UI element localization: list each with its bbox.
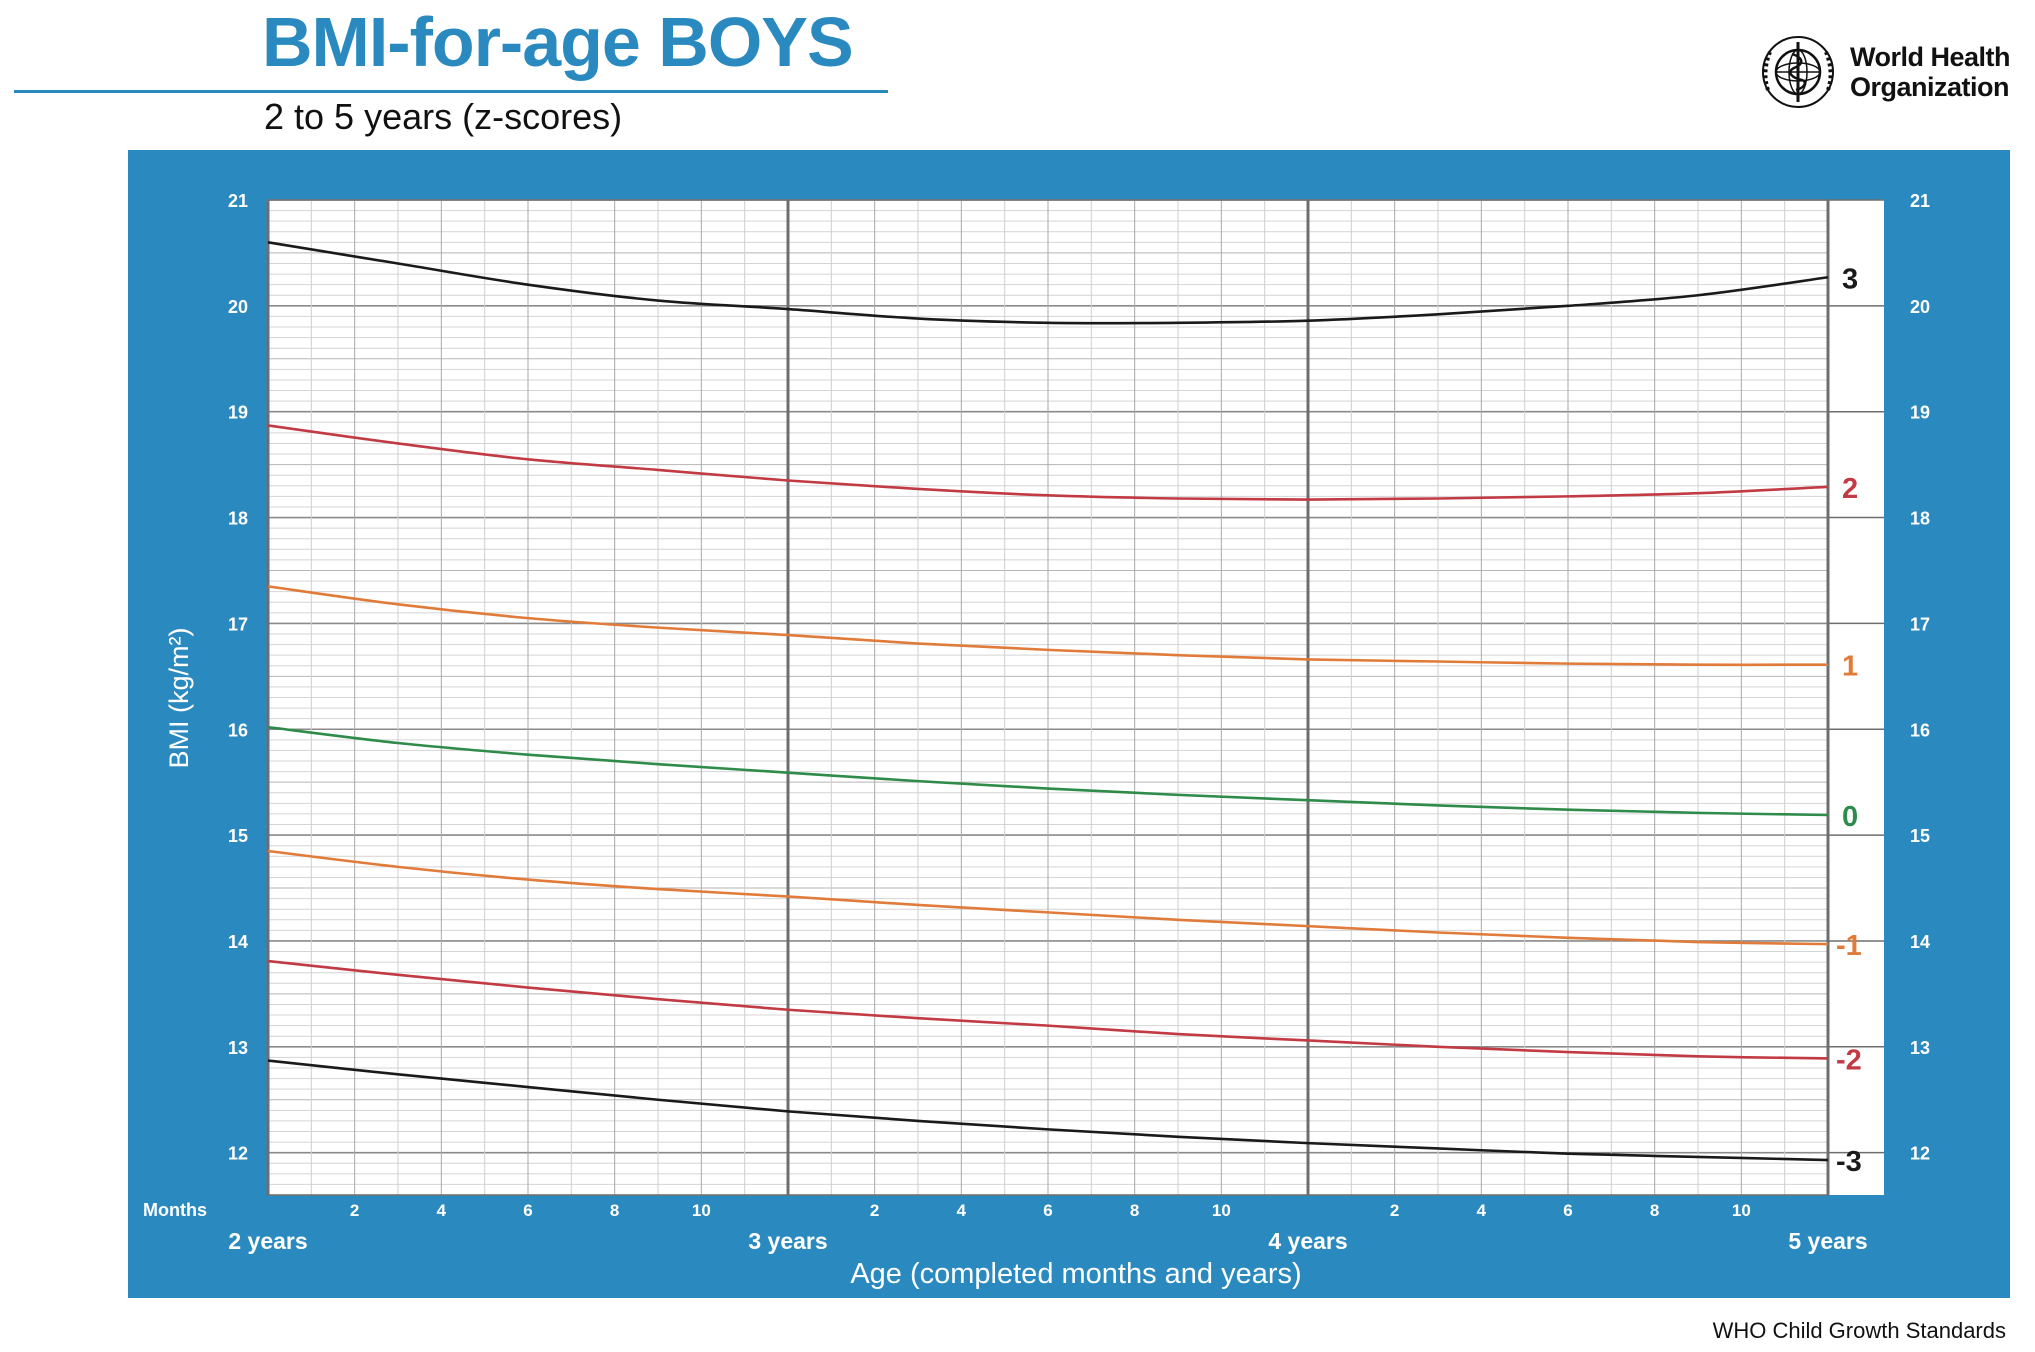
x-month-tick-label: 8 xyxy=(610,1201,619,1220)
x-month-tick-label: 2 xyxy=(350,1201,359,1220)
y-tick-label-right: 16 xyxy=(1910,720,1930,740)
org-name-line-1: World Health xyxy=(1850,42,2011,72)
x-month-tick-label: 10 xyxy=(1212,1201,1231,1220)
series-label-z3: 3 xyxy=(1842,263,1858,295)
y-tick-label-left: 12 xyxy=(228,1144,248,1164)
x-month-tick-label: 6 xyxy=(1043,1201,1052,1220)
x-month-tick-label: 8 xyxy=(1650,1201,1659,1220)
series-label-z-1: -1 xyxy=(1836,930,1862,962)
y-tick-label-right: 21 xyxy=(1910,191,1930,211)
y-tick-label-right: 18 xyxy=(1910,509,1930,529)
series-label-z-3: -3 xyxy=(1836,1146,1862,1178)
series-line-z2 xyxy=(267,424,1829,501)
series-label-z0: 0 xyxy=(1842,801,1858,833)
y-tick-label-left: 16 xyxy=(228,720,248,740)
series-line-z0 xyxy=(267,725,1829,817)
org-name-line-2: Organization xyxy=(1850,72,2010,102)
y-tick-label-left: 15 xyxy=(228,826,248,846)
series-line-z-2 xyxy=(267,959,1829,1060)
x-month-tick-label: 4 xyxy=(957,1201,967,1220)
who-logo-icon xyxy=(1762,36,1834,108)
series-label-z2: 2 xyxy=(1842,473,1858,505)
y-tick-label-right: 15 xyxy=(1910,826,1930,846)
x-year-tick-label: 4 years xyxy=(1268,1228,1347,1254)
series-label-z1: 1 xyxy=(1842,651,1858,683)
y-tick-label-right: 20 xyxy=(1910,297,1930,317)
y-tick-label-left: 14 xyxy=(228,932,248,952)
footer-text: WHO Child Growth Standards xyxy=(1712,1318,2006,1343)
y-tick-label-right: 12 xyxy=(1910,1144,1930,1164)
series-line-z1 xyxy=(267,585,1829,667)
series-label-z-2: -2 xyxy=(1836,1044,1862,1076)
y-tick-label-right: 13 xyxy=(1910,1038,1930,1058)
x-month-tick-label: 4 xyxy=(437,1201,447,1220)
chart-title: BMI-for-age BOYS xyxy=(262,3,854,81)
plot-border xyxy=(267,199,1829,1196)
x-month-tick-label: 10 xyxy=(1732,1201,1751,1220)
y-tick-label-left: 20 xyxy=(228,297,248,317)
x-axis-label: Age (completed months and years) xyxy=(850,1258,1301,1290)
grid xyxy=(266,199,1884,1196)
y-tick-label-left: 17 xyxy=(228,614,248,634)
months-label: Months xyxy=(143,1200,207,1220)
y-tick-label-left: 18 xyxy=(228,509,248,529)
title-underline xyxy=(14,90,888,93)
y-tick-label-left: 21 xyxy=(228,191,248,211)
y-tick-label-right: 14 xyxy=(1910,932,1930,952)
y-tick-label-left: 13 xyxy=(228,1038,248,1058)
series-lines xyxy=(267,241,1829,1162)
y-tick-label-right: 17 xyxy=(1910,614,1930,634)
y-tick-label-left: 19 xyxy=(228,403,248,423)
x-month-tick-label: 2 xyxy=(1390,1201,1399,1220)
x-month-tick-label: 6 xyxy=(523,1201,532,1220)
x-month-tick-label: 2 xyxy=(870,1201,879,1220)
chart-subtitle: 2 to 5 years (z-scores) xyxy=(264,96,623,137)
x-month-tick-label: 6 xyxy=(1563,1201,1572,1220)
x-month-tick-label: 8 xyxy=(1130,1201,1139,1220)
y-tick-label-right: 19 xyxy=(1910,403,1930,423)
x-month-tick-label: 10 xyxy=(692,1201,711,1220)
org-name: World Health Organization xyxy=(1850,42,2011,102)
x-month-tick-label: 4 xyxy=(1477,1201,1487,1220)
x-year-tick-label: 2 years xyxy=(228,1228,307,1254)
x-year-tick-label: 5 years xyxy=(1788,1228,1867,1254)
series-line-z-3 xyxy=(267,1059,1829,1162)
x-year-tick-label: 3 years xyxy=(748,1228,827,1254)
series-line-z3 xyxy=(267,241,1829,325)
series-line-z-1 xyxy=(267,849,1829,946)
y-axis-label: BMI (kg/m²) xyxy=(164,628,194,769)
